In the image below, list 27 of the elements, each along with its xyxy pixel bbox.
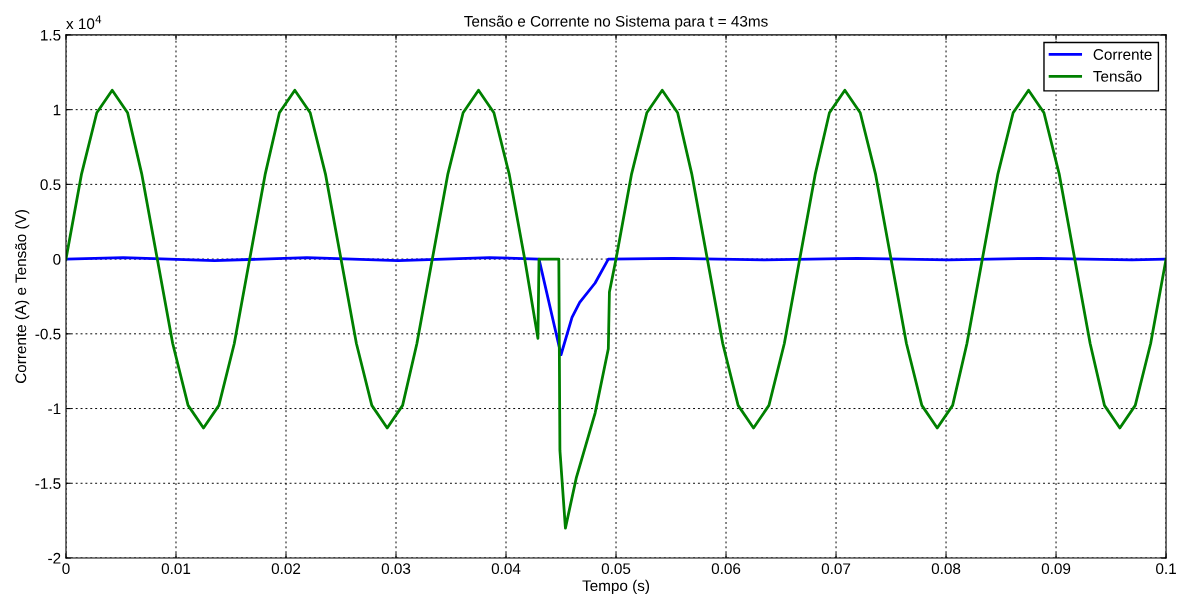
y-axis-title: Corrente (A) e Tensão (V) [15, 210, 30, 383]
x-tick-label: 0.08 [931, 563, 961, 575]
y-tick-label: -0.5 [35, 328, 61, 340]
x-tick-label: 0.07 [821, 563, 851, 575]
line-series [65, 88, 1167, 530]
y-tick-label: 0.5 [40, 179, 61, 191]
y-tick-label: 1 [53, 104, 61, 116]
legend-label: Corrente [1093, 49, 1152, 60]
y-tick-label: 0 [53, 253, 61, 265]
y-tick-label: 1.5 [41, 29, 61, 41]
y-tick-label: -1.5 [35, 478, 61, 489]
x-tick-label: 0.06 [711, 563, 741, 575]
x-tick-label: 0 [62, 563, 70, 575]
x-tick-label: 0.04 [491, 563, 521, 575]
text: x 10$^{4}$ [66, 15, 102, 30]
line-series [65, 256, 1167, 357]
x-tick-label: 0.01 [161, 563, 191, 575]
y-tick-label: -2 [48, 552, 61, 564]
x-tick-label: 0.09 [1041, 563, 1071, 575]
x-tick-label: 0.1 [1156, 563, 1176, 575]
x-tick-label: 0.02 [271, 563, 301, 575]
x-tick-label: 0.05 [601, 563, 631, 575]
x-axis-title: Tempo (s) [582, 579, 650, 595]
x-tick-label: 0.03 [381, 563, 411, 575]
chart-title: Tensão e Corrente no Sistema para t = 43ms [464, 15, 768, 30]
y-tick-label: -1 [48, 403, 61, 415]
legend-label: Tensão [1093, 70, 1142, 82]
